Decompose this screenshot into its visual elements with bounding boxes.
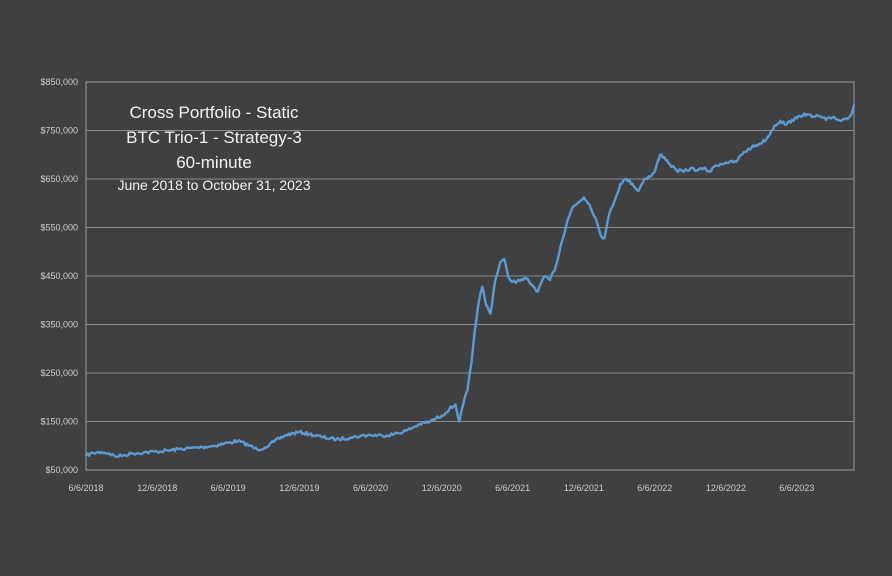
x-tick-label: 12/6/2020: [422, 483, 462, 493]
y-tick-label: $750,000: [40, 126, 78, 136]
chart-title-line-2: BTC Trio-1 - Strategy-3: [126, 128, 302, 147]
x-tick-label: 6/6/2019: [211, 483, 246, 493]
chart-title-line-3: 60-minute: [176, 153, 252, 172]
x-tick-label: 6/6/2018: [68, 483, 103, 493]
x-tick-label: 6/6/2020: [353, 483, 388, 493]
equity-curve-line: [84, 104, 856, 459]
y-tick-label: $250,000: [40, 368, 78, 378]
x-tick-label: 6/6/2023: [779, 483, 814, 493]
x-axis-tick-labels: 6/6/2018 12/6/2018 6/6/2019 12/6/2019 6/6/20…: [68, 483, 814, 493]
x-tick-label: 12/6/2021: [564, 483, 604, 493]
gridlines: [86, 130, 854, 422]
x-tick-label: 6/6/2022: [637, 483, 672, 493]
y-axis-tick-labels: $50,000 $150,000 $250,000 $350,000 $450,000 $…: [40, 77, 78, 475]
chart-title-block: Cross Portfolio - Static BTC Trio-1 - St…: [103, 100, 325, 195]
x-tick-label: 12/6/2019: [279, 483, 319, 493]
chart-subtitle: June 2018 to October 31, 2023: [117, 177, 311, 193]
y-tick-label: $450,000: [40, 271, 78, 281]
x-tick-label: 12/6/2018: [137, 483, 177, 493]
y-tick-label: $650,000: [40, 174, 78, 184]
y-tick-label: $150,000: [40, 417, 78, 427]
y-tick-label: $850,000: [40, 77, 78, 87]
y-tick-label: $50,000: [45, 465, 78, 475]
chart-title-line-1: Cross Portfolio - Static: [129, 103, 299, 122]
y-tick-label: $550,000: [40, 223, 78, 233]
x-tick-label: 12/6/2022: [706, 483, 746, 493]
x-tick-label: 6/6/2021: [495, 483, 530, 493]
y-tick-label: $350,000: [40, 320, 78, 330]
